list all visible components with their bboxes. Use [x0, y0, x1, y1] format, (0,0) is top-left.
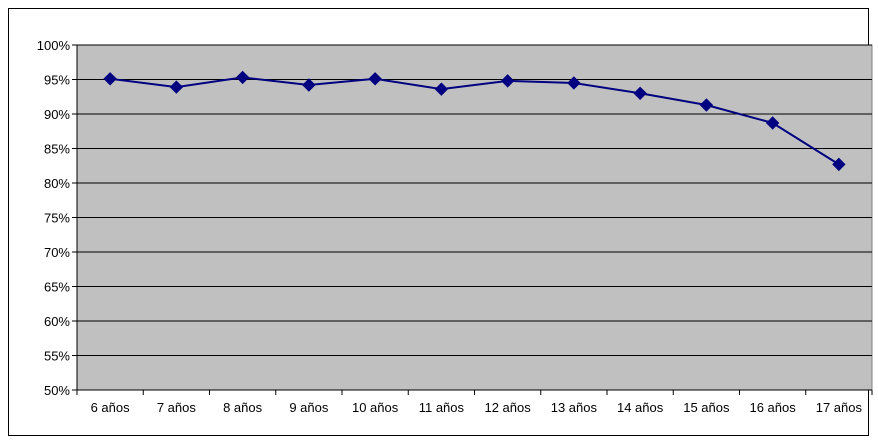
x-tick-label: 17 años [816, 400, 863, 415]
y-tick-label: 60% [44, 314, 70, 329]
x-tick-label: 6 años [91, 400, 131, 415]
y-tick-label: 70% [44, 245, 70, 260]
data-point-marker [567, 76, 581, 90]
x-tick-label: 11 años [419, 400, 465, 415]
x-tick-label: 13 años [551, 400, 598, 415]
x-tick-label: 16 años [749, 400, 796, 415]
y-tick-label: 85% [44, 142, 70, 157]
y-tick-label: 55% [44, 349, 70, 364]
y-tick-label: 90% [44, 107, 70, 122]
y-tick-label: 100% [37, 38, 71, 53]
x-axis-ticks: 6 años 7 años 8 años 9 años 10 años 11 años 12… [76, 390, 873, 415]
series-line [110, 76, 840, 166]
data-point-marker [103, 72, 117, 86]
data-point-marker [368, 72, 382, 86]
x-tick-label: 10 años [352, 400, 399, 415]
x-tick-label: 7 años [157, 400, 197, 415]
data-point-marker [169, 80, 184, 94]
x-tick-label: 12 años [484, 400, 531, 415]
data-point-marker [633, 86, 647, 101]
series-group [103, 70, 846, 172]
x-tick-label: 14 años [617, 400, 664, 415]
y-tick-label: 80% [44, 176, 70, 191]
x-tick-label: 15 años [683, 400, 730, 415]
data-point-marker [765, 116, 780, 130]
x-tick-label: 8 años [223, 400, 263, 415]
y-tick-label: 75% [44, 211, 70, 226]
y-tick-label: 50% [44, 383, 70, 398]
data-point-marker [302, 78, 316, 92]
y-axis-ticks: 50% 55% 60% 65% 70% 75% 80% 85% 90% 95% 100% [37, 38, 77, 398]
data-point-marker [235, 70, 250, 85]
data-point-marker [832, 157, 846, 172]
y-tick-label: 65% [44, 280, 70, 295]
data-point-marker [434, 82, 449, 96]
data-point-marker [699, 98, 714, 112]
data-point-marker [500, 74, 515, 88]
y-tick-label: 95% [44, 73, 70, 88]
x-tick-label: 9 años [289, 400, 329, 415]
